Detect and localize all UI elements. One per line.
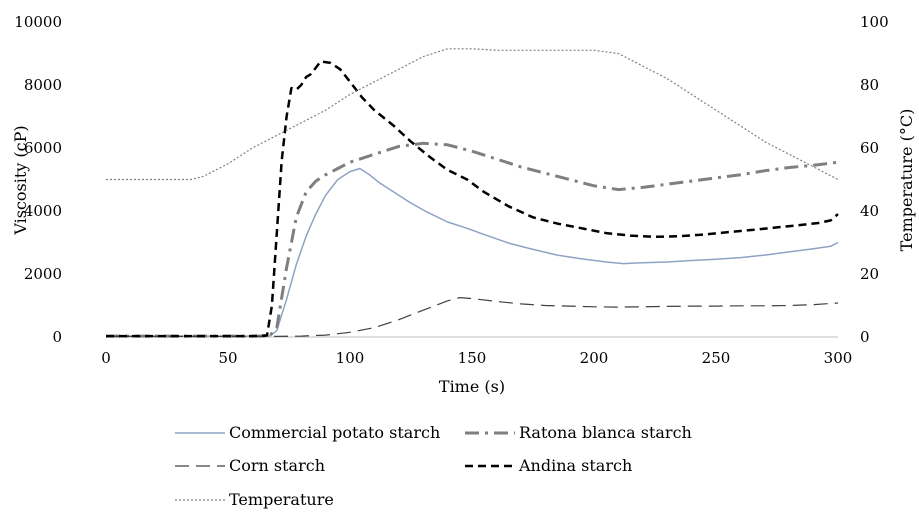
- y2-tick-label: 40: [860, 202, 879, 220]
- y-tick-label: 2000: [24, 265, 62, 283]
- y2-tick-label: 20: [860, 265, 879, 283]
- series-line: [106, 297, 839, 337]
- y-tick-label: 8000: [24, 76, 62, 94]
- y2-axis-title: Temperature (°C): [897, 109, 916, 252]
- y-tick-label: 0: [52, 328, 62, 346]
- legend-label: Commercial potato starch: [229, 423, 440, 442]
- y-tick-label: 10000: [14, 13, 62, 31]
- series-lines: [106, 48, 839, 338]
- y2-tick-label: 80: [860, 76, 879, 94]
- x-tick-label: 100: [336, 349, 365, 367]
- x-tick-label: 250: [702, 349, 731, 367]
- y-tick-label: 6000: [24, 139, 62, 157]
- series-line: [106, 48, 839, 181]
- x-tick-label: 300: [824, 349, 853, 367]
- axes: 0 50 100 150 200 250 3000200040006000800010000…: [14, 13, 888, 367]
- legend-label: Andina starch: [518, 456, 632, 475]
- y2-tick-label: 60: [860, 139, 879, 157]
- legend: Commercial potato starch Ratona blanca st…: [175, 423, 692, 509]
- x-tick-label: 0: [101, 349, 111, 367]
- x-tick-label: 200: [580, 349, 609, 367]
- x-tick-label: 150: [458, 349, 487, 367]
- series-line: [106, 141, 839, 338]
- x-axis-title: Time (s): [439, 377, 505, 396]
- x-tick-label: 50: [218, 349, 237, 367]
- y-axis-title: Viscosity (cP): [11, 125, 30, 235]
- y2-tick-label: 100: [860, 13, 889, 31]
- legend-label: Temperature: [229, 490, 334, 509]
- y2-tick-label: 0: [860, 328, 870, 346]
- series-line: [106, 167, 839, 337]
- series-line: [106, 60, 839, 338]
- legend-label: Corn starch: [229, 456, 325, 475]
- legend-label: Ratona blanca starch: [519, 423, 692, 442]
- y-tick-label: 4000: [24, 202, 62, 220]
